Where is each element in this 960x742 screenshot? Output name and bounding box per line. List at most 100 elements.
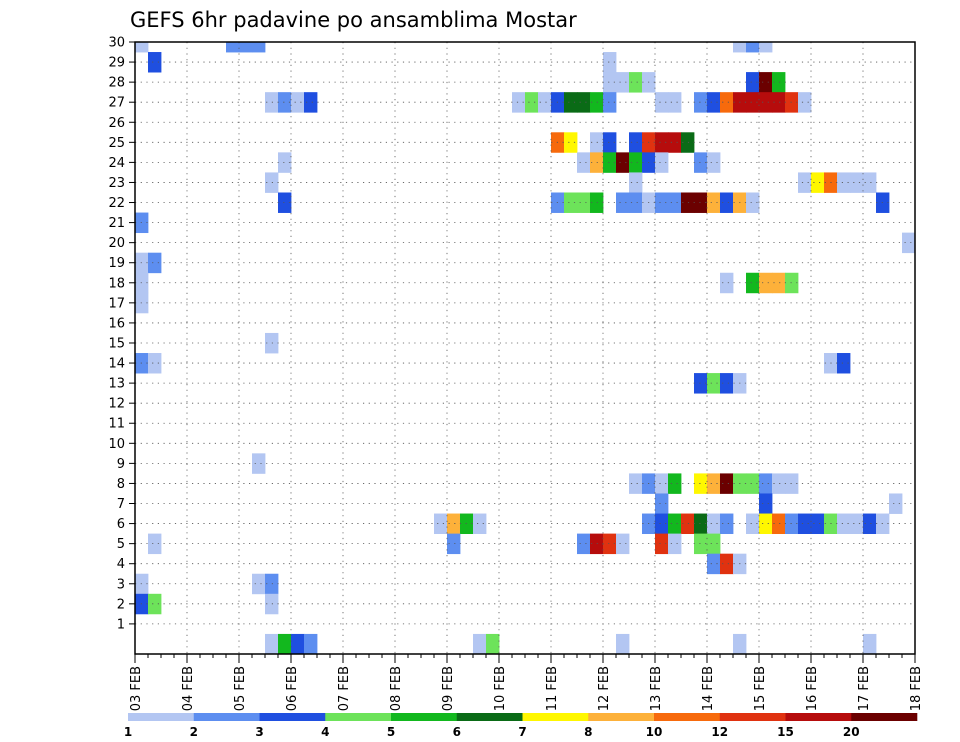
y-tick-label: 7 [117,497,125,512]
colorbar-segment [391,713,458,721]
x-tick-label: 14 FEB [701,666,716,711]
y-tick-label: 12 [108,397,125,412]
y-axis: 1234567891011121314151617181920212223242… [108,36,135,632]
colorbar-label: 6 [453,725,461,739]
heatmap-cell [759,42,773,53]
heatmap-cell [772,92,786,113]
heatmap-cell [759,92,773,113]
heatmap-cell [278,92,292,113]
heatmap-cell [772,513,786,535]
heatmap-cell [278,192,292,213]
heatmap-cell [616,72,630,93]
y-tick-label: 1 [117,617,125,632]
heatmap-cell [759,272,773,294]
heatmap-cell [746,513,760,535]
heatmap-cell [629,132,643,153]
heatmap-cell [304,92,318,113]
heatmap-cell [694,92,708,113]
heatmap-cell [902,232,916,254]
heatmap-cell [759,493,773,514]
x-tick-label: 03 FEB [129,666,144,711]
heatmap-cell [759,513,773,535]
heatmap-cell [265,593,279,615]
heatmap-cell [837,172,851,193]
heatmap-cell [538,92,552,113]
heatmap-cell [655,192,669,213]
heatmap-cell [655,152,669,173]
heatmap-cell [265,633,279,655]
heatmap-cell [629,192,643,213]
y-tick-label: 29 [108,56,125,71]
heatmap-cell [148,593,162,615]
heatmap-cell [603,92,617,113]
x-tick-label: 08 FEB [389,666,404,711]
heatmap-cell [668,192,682,213]
heatmap-cell [837,353,851,374]
heatmap-cells [135,42,916,655]
y-tick-label: 13 [108,377,125,392]
heatmap-cell [720,92,734,113]
colorbar-label: 2 [190,725,198,739]
heatmap-cell [655,533,669,555]
heatmap-cell [850,172,864,193]
heatmap-cell [772,473,786,494]
heatmap-cell [707,152,721,173]
heatmap-cell [525,92,539,113]
heatmap-cell [512,92,526,113]
heatmap-cell [746,72,760,93]
heatmap-cell [863,633,877,655]
heatmap-cell [616,192,630,213]
heatmap-cell [707,473,721,494]
colorbar-label: 10 [646,725,663,739]
heatmap-cell [720,553,734,575]
heatmap-cell [291,92,305,113]
heatmap-cell [694,373,708,394]
heatmap-cell [720,473,734,494]
heatmap-cell [148,252,162,274]
heatmap-cell [889,493,903,514]
heatmap-cell [278,633,292,655]
y-tick-label: 16 [108,316,125,331]
heatmap-cell [148,52,162,73]
colorbar-label: 1 [124,725,132,739]
y-tick-label: 23 [108,176,125,191]
heatmap-cell [694,473,708,494]
heatmap-cell [447,513,461,535]
heatmap-cell [707,533,721,555]
heatmap-cell [135,42,149,53]
colorbar-segment [456,713,523,721]
heatmap-cell [798,172,812,193]
y-tick-label: 4 [117,557,125,572]
heatmap-cell [772,272,786,294]
x-tick-label: 17 FEB [857,666,872,711]
colorbar-label: 7 [518,725,526,739]
y-tick-label: 14 [108,357,125,372]
colorbar-label: 5 [387,725,395,739]
heatmap-cell [733,633,747,655]
x-tick-label: 16 FEB [805,666,820,711]
heatmap-cell [616,152,630,173]
x-tick-label: 10 FEB [493,666,508,711]
heatmap-cell [694,533,708,555]
y-tick-label: 17 [108,296,125,311]
heatmap-cell [694,192,708,213]
colorbar-label: 15 [777,725,794,739]
heatmap-cell [252,453,266,474]
y-tick-label: 28 [108,76,125,91]
heatmap-cell [629,72,643,93]
y-tick-label: 27 [108,96,125,111]
heatmap-cell [278,152,292,173]
heatmap-cell [811,172,825,193]
y-tick-label: 21 [108,216,125,231]
heatmap-cell [668,92,682,113]
y-tick-label: 6 [117,517,125,532]
colorbar-segment [719,713,786,721]
colorbar-label: 4 [321,725,329,739]
heatmap-cell [434,513,448,535]
heatmap-cell [694,152,708,173]
y-tick-label: 15 [108,336,125,351]
heatmap-cell [265,573,279,595]
colorbar-segment [654,713,721,721]
y-tick-label: 8 [117,477,125,492]
y-tick-label: 22 [108,196,125,211]
